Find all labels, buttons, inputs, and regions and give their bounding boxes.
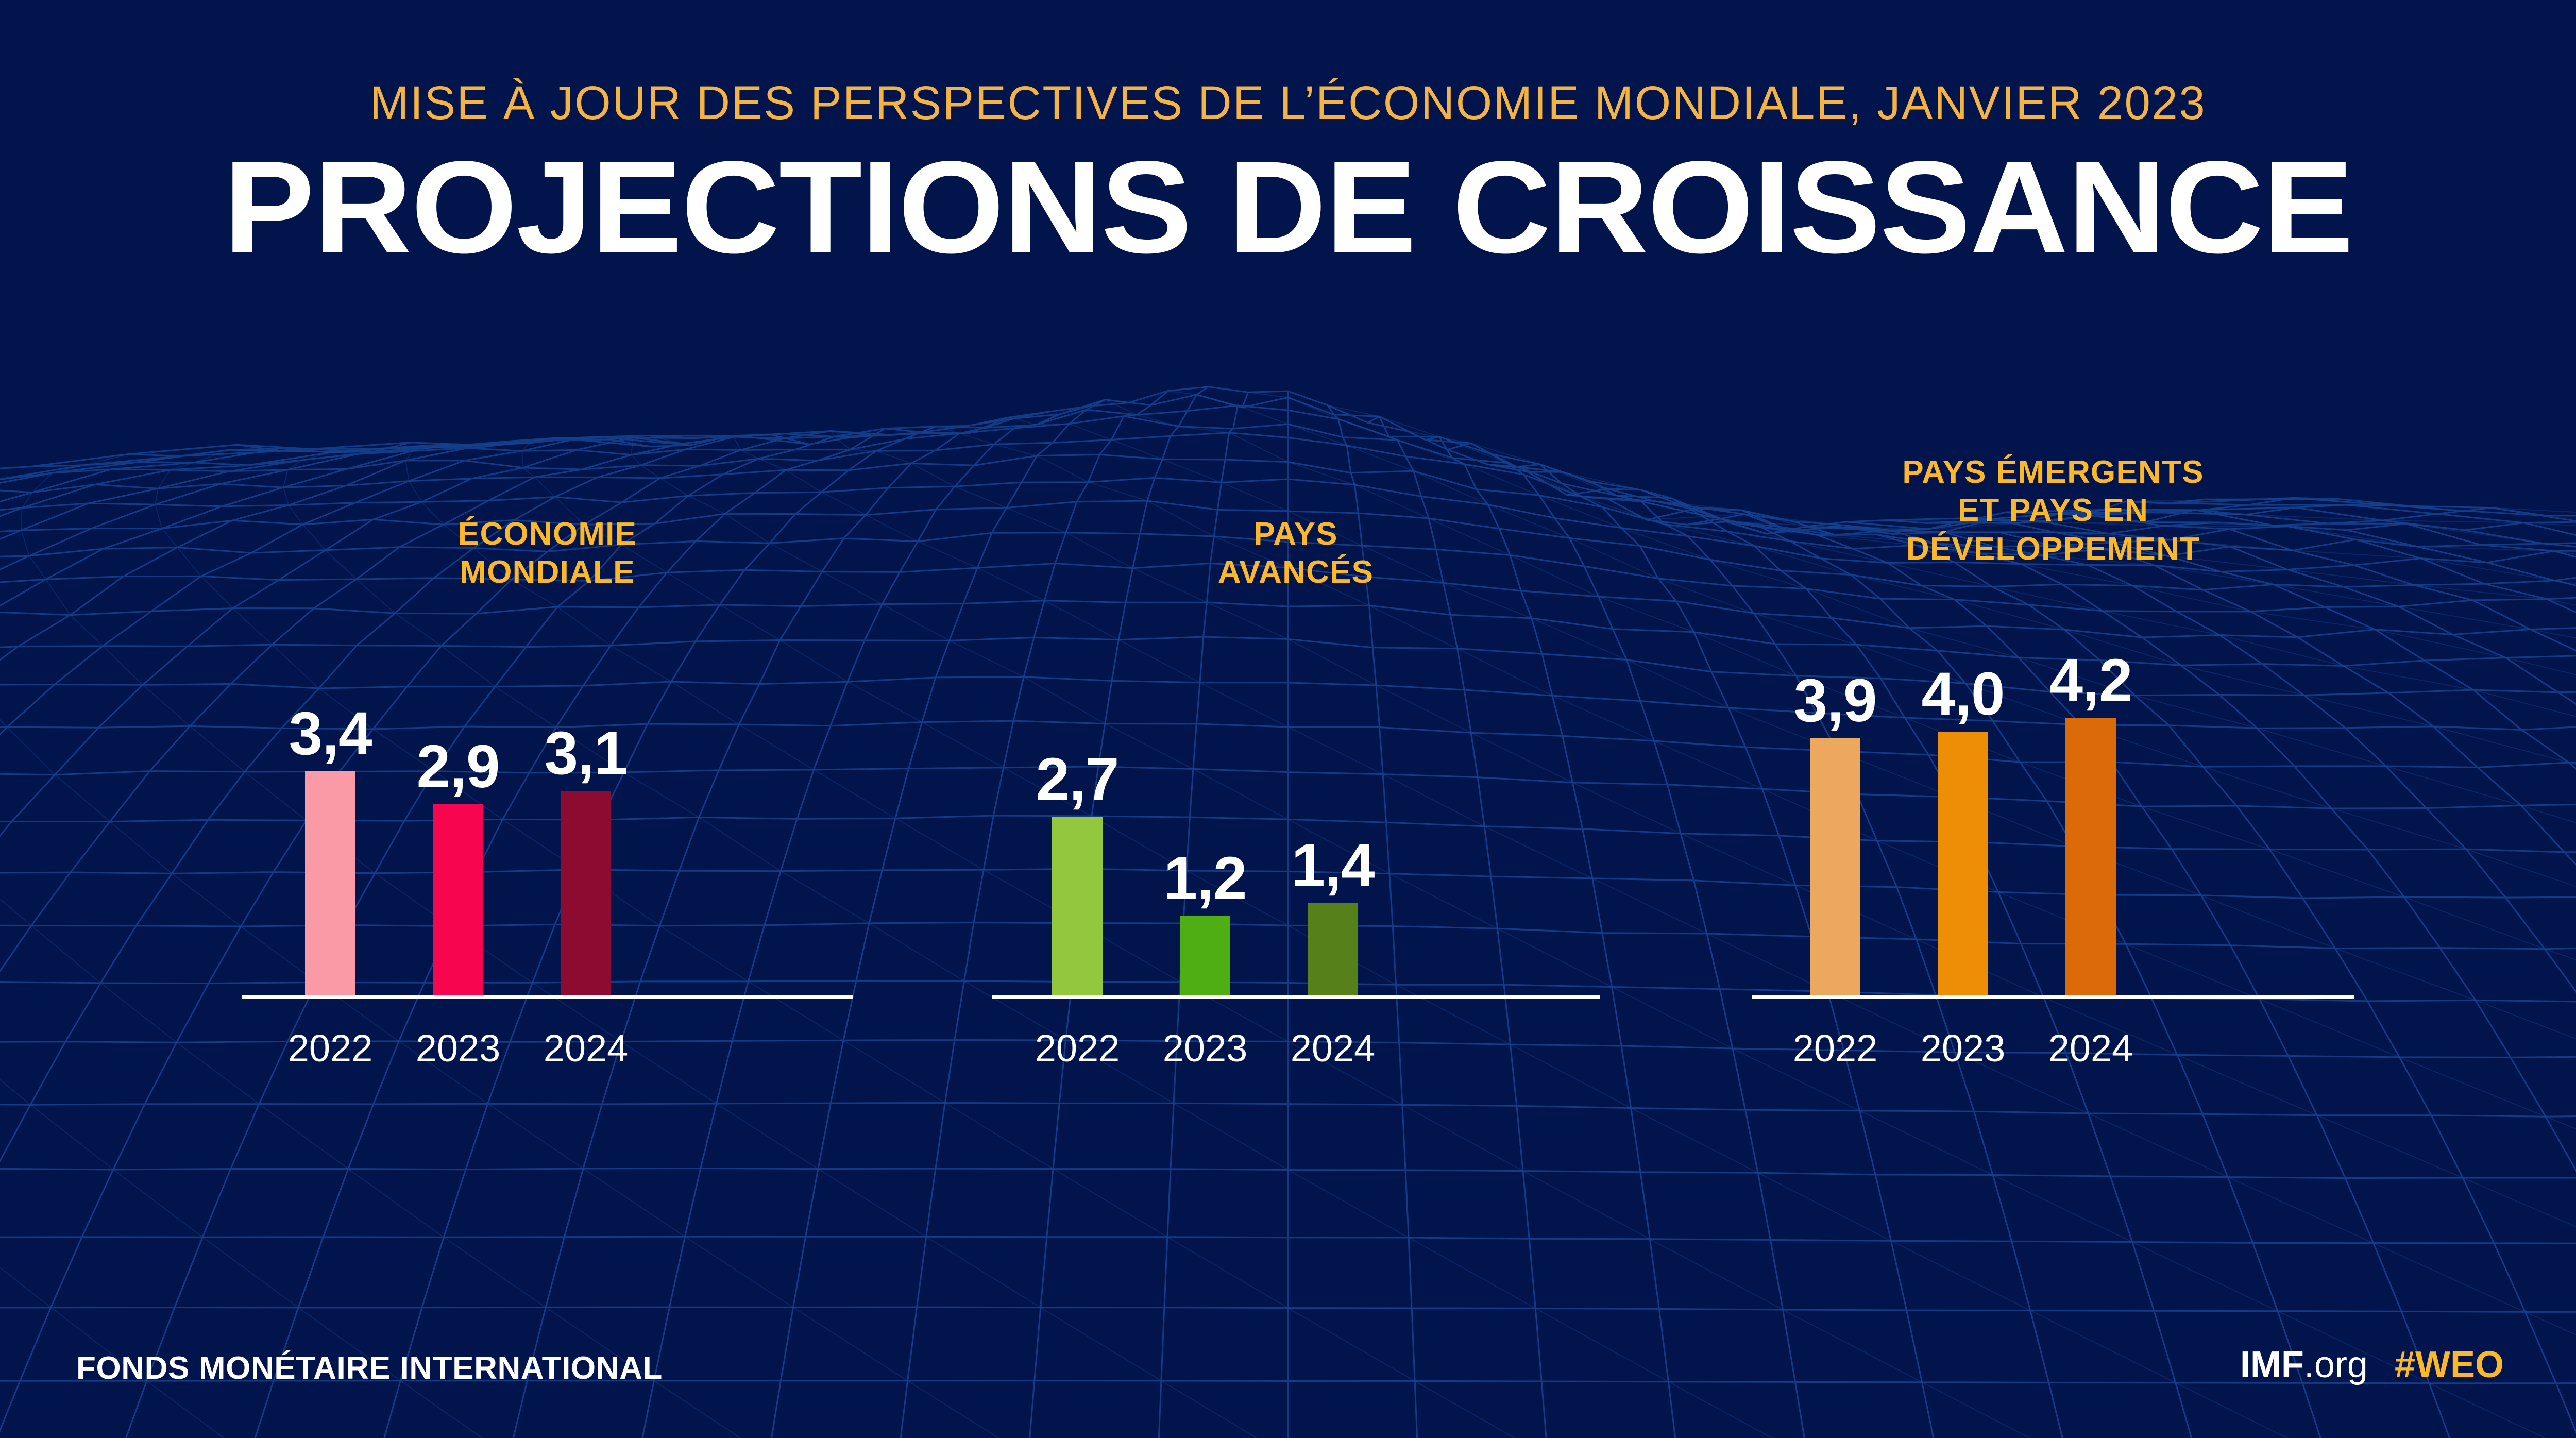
page-title: PROJECTIONS DE CROISSANCE bbox=[223, 134, 2354, 281]
bar-year-emerging-developing-2022: 2022 bbox=[1792, 1027, 1878, 1070]
bar-year-emerging-developing-2024: 2024 bbox=[2048, 1027, 2133, 1070]
footer-links: IMF.org #WEO bbox=[2240, 1344, 2504, 1386]
bar-emerging-developing-2024 bbox=[2065, 718, 2116, 995]
organization-label: FONDS MONÉTAIRE INTERNATIONAL bbox=[76, 1350, 663, 1386]
bar-value-emerging-developing-2024: 4,2 bbox=[2049, 647, 2132, 715]
bar-emerging-developing-2022 bbox=[1810, 738, 1860, 995]
header: MISE À JOUR DES PERSPECTIVES DE L’ÉCONOM… bbox=[0, 0, 2576, 412]
imf-wordmark: IMF bbox=[2240, 1344, 2304, 1385]
bar-year-emerging-developing-2023: 2023 bbox=[1920, 1027, 2006, 1070]
imf-domain-suffix: .org bbox=[2303, 1344, 2368, 1385]
bar-value-emerging-developing-2023: 4,0 bbox=[1921, 660, 2005, 728]
bar-emerging-developing-2023 bbox=[1938, 732, 1988, 995]
bar-value-emerging-developing-2022: 3,9 bbox=[1793, 667, 1877, 735]
eyebrow-text: MISE À JOUR DES PERSPECTIVES DE L’ÉCONOM… bbox=[369, 77, 2207, 129]
panel-title-emerging-developing: PAYS ÉMERGENTS ET PAYS EN DÉVELOPPEMENT bbox=[1902, 454, 2204, 567]
axis-baseline bbox=[1752, 995, 2354, 999]
weo-hashtag: #WEO bbox=[2394, 1344, 2504, 1385]
